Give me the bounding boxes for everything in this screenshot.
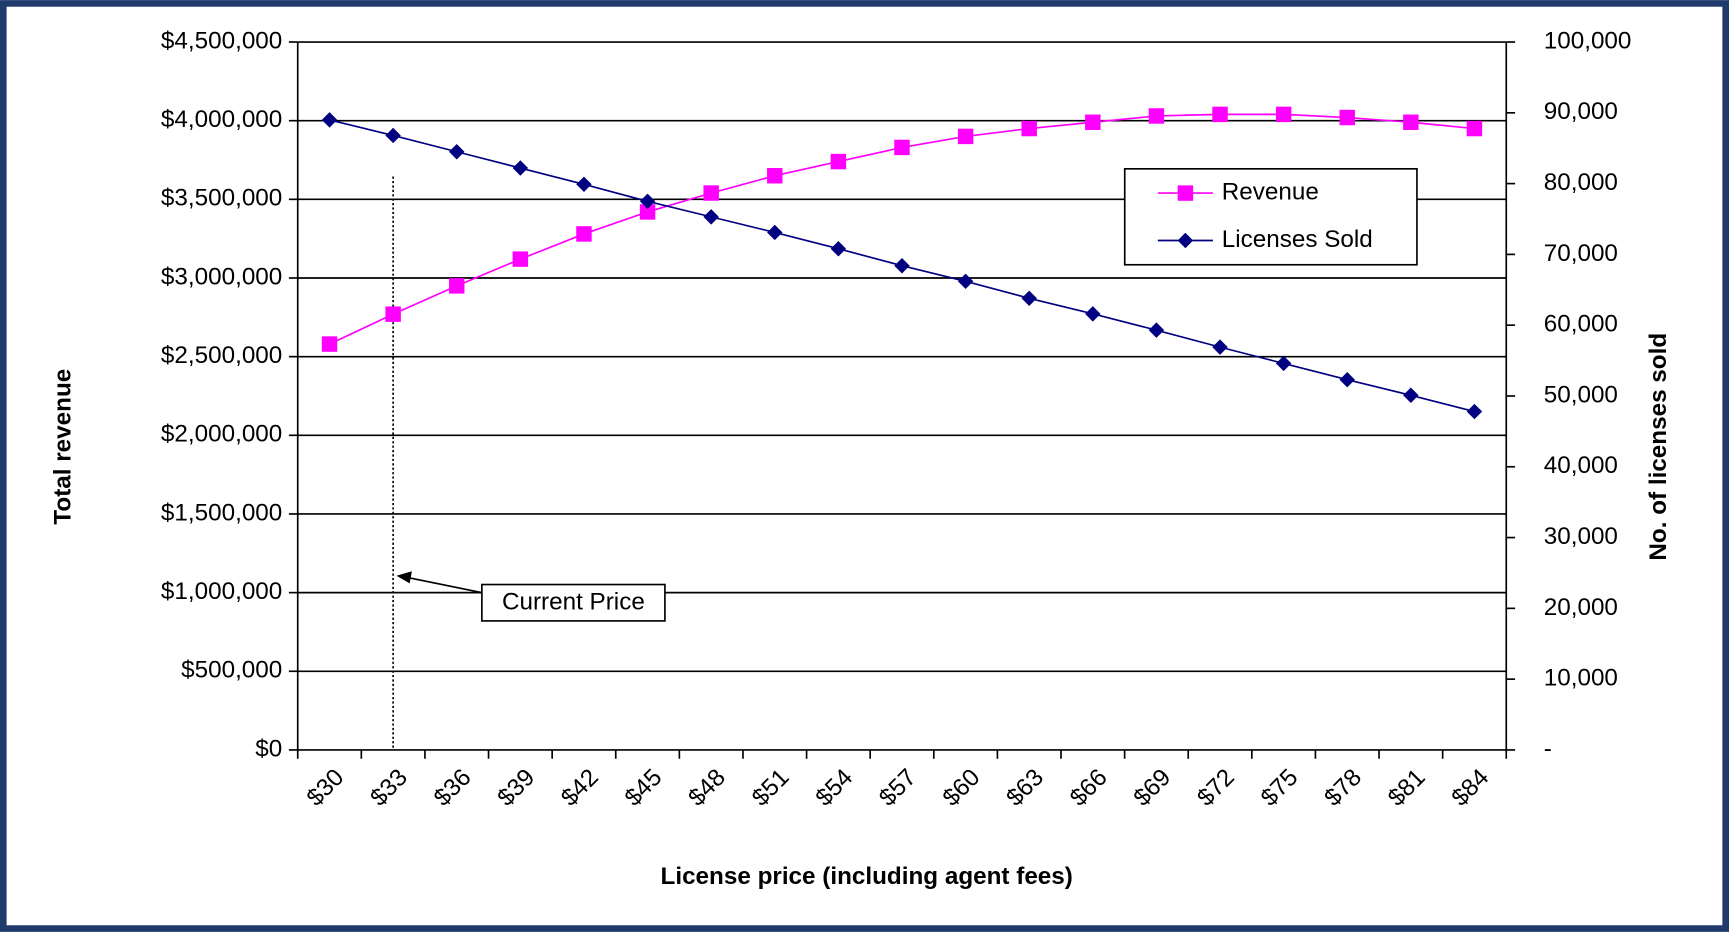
marker [703, 185, 719, 201]
y2-tick-label: 60,000 [1544, 311, 1618, 338]
marker [385, 127, 401, 144]
marker [703, 209, 719, 225]
legend-label: Licenses Sold [1222, 226, 1373, 253]
marker [1085, 306, 1101, 322]
y2-axis-title: No. of licenses sold [1645, 333, 1672, 561]
y-tick-label: $4,500,000 [161, 27, 282, 54]
y2-tick-label: 10,000 [1544, 665, 1618, 692]
marker [512, 160, 529, 176]
marker [1212, 339, 1228, 355]
y2-tick-label: - [1544, 735, 1552, 762]
y-tick-label: $1,000,000 [161, 578, 282, 605]
y-tick-label: $4,000,000 [161, 106, 282, 133]
y-tick-label: $500,000 [181, 657, 282, 684]
marker [1148, 108, 1165, 124]
y2-tick-label: 30,000 [1544, 523, 1618, 550]
marker [767, 224, 783, 241]
marker [576, 226, 592, 242]
y2-tick-label: 100,000 [1544, 27, 1632, 54]
marker [1021, 120, 1037, 137]
annotation-text: Current Price [502, 589, 645, 616]
marker [1466, 403, 1483, 420]
y-axis-title: Total revenue [49, 369, 76, 525]
y-tick-label: $3,000,000 [161, 263, 282, 290]
marker [830, 241, 847, 257]
marker [1275, 106, 1292, 123]
marker [957, 128, 974, 145]
annotation-box [481, 583, 666, 622]
marker [894, 139, 910, 156]
y2-tick-label: 80,000 [1544, 169, 1618, 196]
marker [1403, 114, 1419, 130]
marker [1085, 114, 1101, 130]
y-tick-label: $2,500,000 [161, 342, 282, 369]
marker [1466, 120, 1483, 137]
marker [894, 258, 910, 274]
legend-marker [1177, 232, 1194, 249]
marker [385, 306, 401, 322]
marker [321, 112, 338, 128]
x-axis-title: License price (including agent fees) [661, 863, 1073, 890]
marker [1403, 387, 1419, 403]
marker [449, 278, 465, 294]
marker [1212, 106, 1228, 123]
marker [957, 273, 974, 290]
marker [1339, 109, 1355, 126]
marker [639, 193, 656, 210]
annotation-arrowhead [396, 571, 412, 584]
y-tick-label: $1,500,000 [161, 499, 282, 526]
marker [830, 153, 847, 170]
y2-tick-label: 90,000 [1544, 98, 1618, 125]
y2-tick-label: 40,000 [1544, 452, 1618, 479]
marker [449, 144, 465, 160]
marker [1021, 290, 1037, 307]
marker [576, 176, 592, 193]
legend-box [1123, 168, 1418, 266]
marker [1339, 371, 1355, 388]
y-tick-label: $0 [255, 735, 282, 762]
y2-tick-label: 70,000 [1544, 240, 1618, 267]
marker [1275, 355, 1292, 372]
marker [512, 251, 529, 267]
y-tick-label: $2,000,000 [161, 421, 282, 448]
y-tick-label: $3,500,000 [161, 185, 282, 212]
legend-label: Revenue [1222, 178, 1319, 205]
legend-marker [1177, 185, 1194, 201]
marker [767, 168, 783, 184]
marker [321, 336, 338, 352]
legend: Revenue Licenses Sold [1123, 168, 1418, 266]
marker [1148, 322, 1165, 338]
marker [639, 204, 656, 220]
annotation-arrow [403, 576, 486, 595]
y2-tick-label: 50,000 [1544, 381, 1618, 408]
y2-tick-label: 20,000 [1544, 594, 1618, 621]
